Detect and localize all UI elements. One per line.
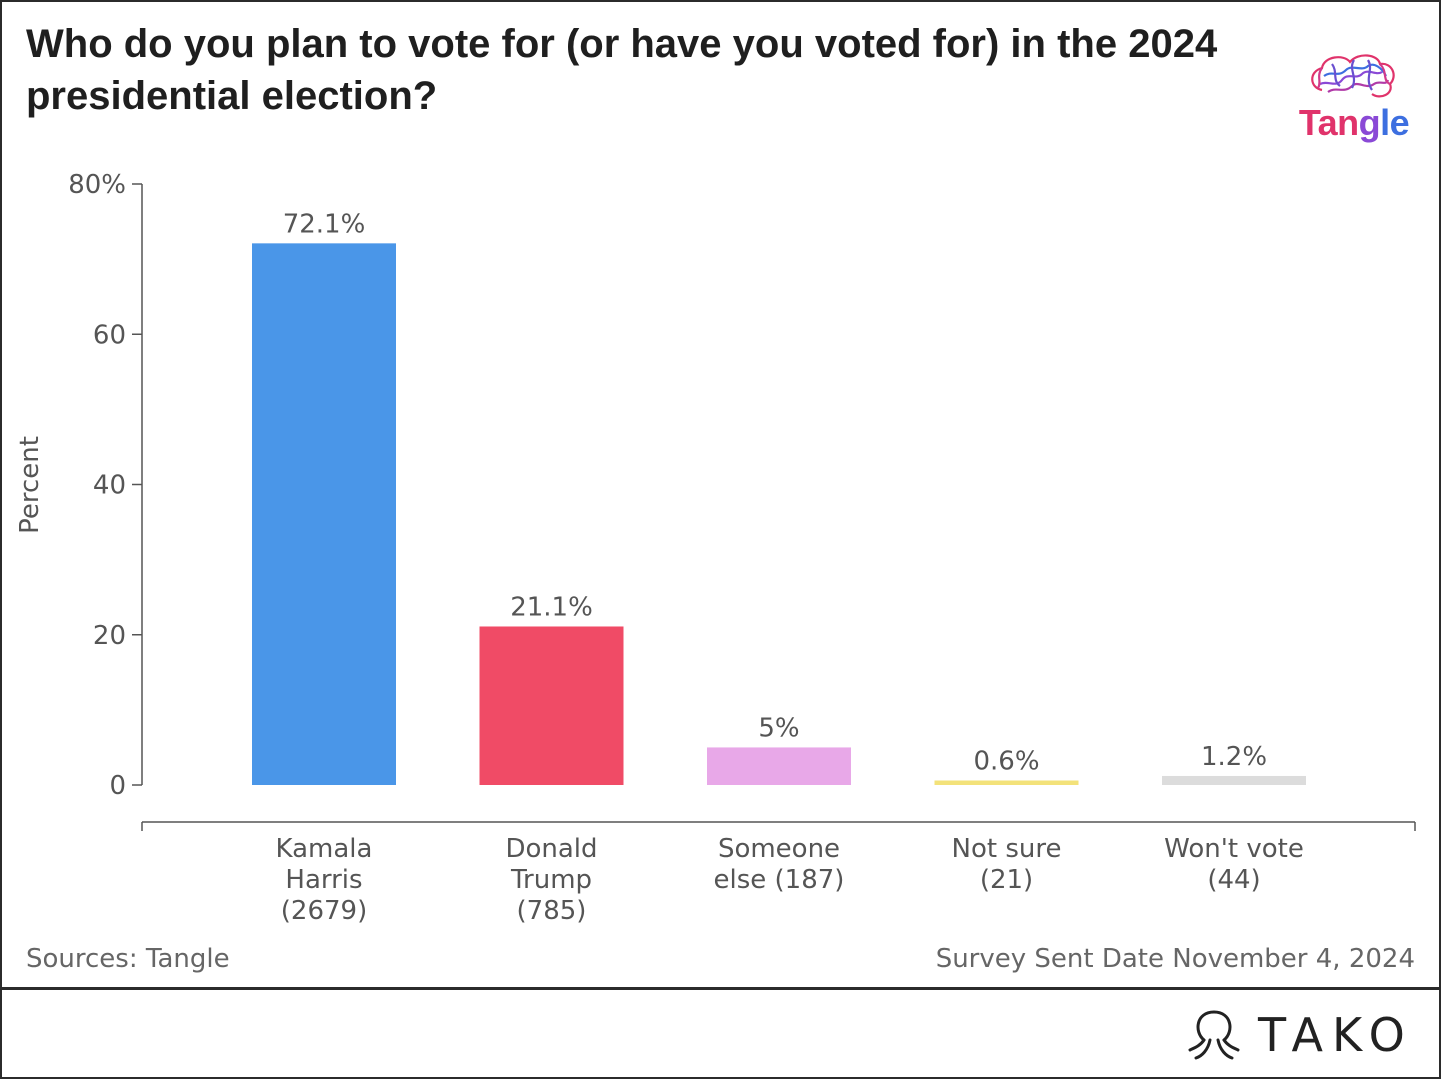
x-axis: Kamala Harris (2679) Donald Trump (785) Someon… (141, 821, 1416, 926)
x-tick-label: Kamala Harris (2679) (276, 834, 373, 926)
tangle-logo: Tangle (1292, 50, 1416, 150)
survey-date-note: Survey Sent Date November 4, 2024 (935, 944, 1415, 974)
bar (934, 780, 1079, 785)
x-tick-label-line: Trump (510, 865, 592, 895)
x-tick-label-line: Donald (505, 834, 597, 864)
bar-value-label: 21.1% (510, 592, 593, 622)
logo-text-part: Tan (1298, 102, 1359, 143)
tako-brand: TAKO (1186, 1006, 1405, 1066)
y-tick-label: 40 (93, 471, 126, 501)
source-note: Sources: Tangle (26, 944, 230, 974)
octopus-icon (1188, 1010, 1240, 1060)
bar-value-label: 72.1% (283, 209, 366, 239)
bar (252, 243, 396, 785)
y-axis-label: Percent (15, 436, 45, 534)
footer-divider (0, 987, 1441, 990)
x-tick-label: Someone else (187) (714, 834, 845, 895)
y-tick-label: 0 (109, 771, 126, 801)
bars: 72.1% 21.1% 5% 0.6% 1.2% (252, 209, 1306, 785)
bar (707, 747, 851, 785)
x-tick-label: Not sure (21) (952, 834, 1062, 895)
bar-value-label: 1.2% (1201, 742, 1267, 772)
y-axis: 0 20 40 60 80% (68, 170, 143, 801)
x-tick-label-line: Won't vote (1164, 834, 1304, 864)
x-tick-label: Donald Trump (785) (505, 834, 597, 926)
y-tick-label: 20 (93, 621, 126, 651)
x-tick-label-line: (44) (1207, 865, 1260, 895)
x-tick-label-line: Not sure (952, 834, 1062, 864)
x-tick-label-line: Kamala (276, 834, 373, 864)
bar (1162, 775, 1306, 785)
y-tick-label: 60 (93, 320, 126, 350)
x-tick-label: Won't vote (44) (1164, 834, 1304, 895)
x-tick-label-line: (2679) (281, 896, 367, 926)
chart-title: Who do you plan to vote for (or have you… (26, 22, 1218, 118)
x-tick-label-line: (785) (517, 896, 587, 926)
x-tick-label-line: else (187) (714, 865, 845, 895)
bar-chart: 0 20 40 60 80% 72.1% 21.1% 5% 0.6% 1.2% Kamala Ha… (15, 170, 1416, 926)
logo-text-part: le (1380, 102, 1410, 143)
brand-name: TAKO (1258, 1008, 1414, 1062)
bar (479, 626, 624, 785)
bar-value-label: 5% (758, 713, 799, 743)
logo-text: Tangle (1292, 102, 1416, 144)
brain-icon (1311, 54, 1395, 98)
x-tick-label-line: Someone (718, 834, 840, 864)
logo-text-part: g (1358, 102, 1381, 143)
y-tick-label: 80% (68, 170, 126, 200)
x-tick-label-line: (21) (980, 865, 1033, 895)
bar-value-label: 0.6% (973, 746, 1039, 776)
x-tick-label-line: Harris (285, 865, 362, 895)
